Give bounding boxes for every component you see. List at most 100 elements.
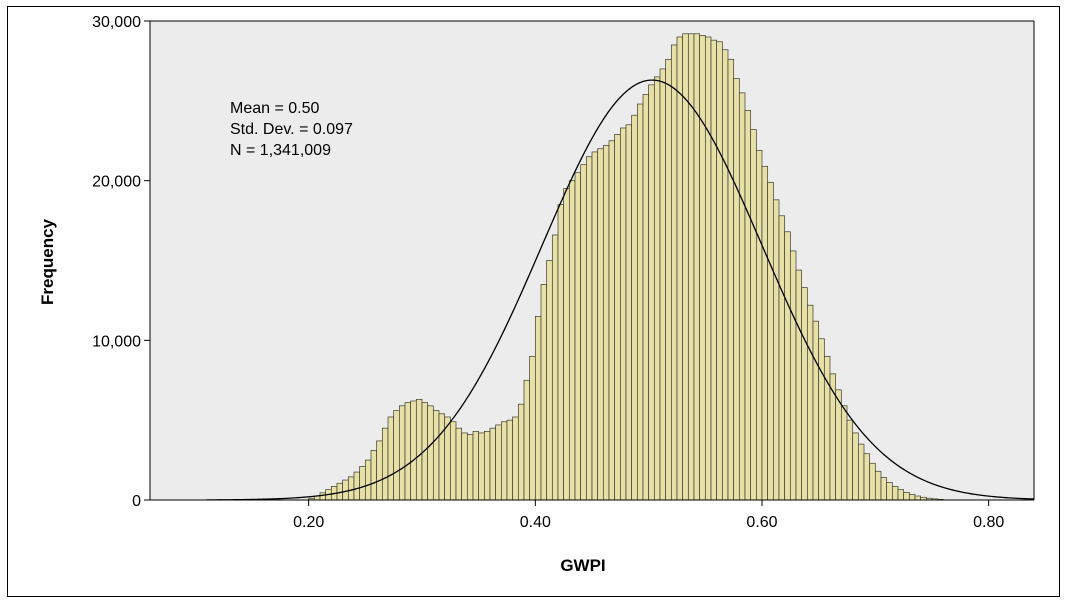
histogram-bar (563, 188, 570, 501)
histogram-bar (608, 140, 616, 501)
histogram-bar (602, 145, 610, 501)
histogram-bar (818, 338, 825, 501)
histogram-bar (517, 403, 525, 501)
histogram-bar (897, 489, 905, 501)
histogram-bar (523, 379, 531, 501)
histogram-bar (449, 421, 457, 501)
histogram-bar (585, 156, 593, 501)
histogram-bar (353, 471, 361, 501)
histogram-bar (347, 476, 355, 501)
histogram-bar (421, 402, 429, 501)
histogram-bar (903, 491, 910, 501)
histogram-bar (597, 148, 604, 501)
histogram-bar (472, 430, 480, 501)
histogram-bar (767, 181, 774, 501)
histogram-bar (580, 164, 587, 501)
histogram-bar (665, 58, 672, 501)
histogram-bar (880, 477, 888, 501)
histogram-bar (455, 427, 463, 501)
histogram-bar (370, 450, 378, 501)
histogram-bar (404, 402, 412, 501)
histogram-bar (840, 405, 848, 501)
histogram-bar (415, 399, 423, 501)
std-dev-label: Std. Dev. = 0.097 (230, 121, 353, 138)
histogram-bar (835, 389, 842, 501)
histogram-bar (568, 180, 576, 501)
histogram-bar (846, 419, 854, 501)
histogram-bar (342, 479, 349, 501)
histogram-bar (755, 149, 763, 501)
histogram-bar (614, 134, 621, 501)
histogram-bar (857, 443, 865, 501)
histogram-bar (393, 410, 400, 501)
histogram-bar (551, 234, 559, 501)
histogram-bar (636, 103, 644, 501)
histogram-bars (308, 33, 944, 501)
histogram-bar (483, 430, 491, 501)
histogram-bar (801, 287, 808, 501)
x-tick-label: 0.40 (520, 514, 551, 531)
y-tick-label: 30,000 (92, 14, 141, 31)
histogram-bar (772, 199, 780, 501)
histogram-bar (410, 400, 417, 501)
x-tick-label: 0.60 (746, 514, 777, 531)
histogram-bar (427, 405, 434, 501)
histogram-bar (478, 432, 485, 501)
y-tick-label: 20,000 (92, 174, 141, 191)
histogram-bar (908, 494, 916, 501)
histogram-bar (625, 124, 633, 501)
x-tick-label: 0.20 (293, 514, 324, 531)
histogram-bar (891, 486, 899, 501)
histogram-bar (534, 316, 542, 501)
histogram-bar (778, 215, 786, 501)
histogram-bar (721, 49, 729, 501)
axes: 0.20 0.40 0.60 0.80 0 10,000 20,000 30,000 (92, 14, 1035, 531)
histogram-bar (874, 470, 882, 501)
histogram-bar (591, 151, 599, 501)
histogram-bar (704, 36, 712, 501)
chart-frame (7, 6, 1060, 597)
histogram-bar (670, 44, 678, 501)
histogram-bar (682, 33, 689, 501)
histogram-bar (631, 114, 638, 501)
histogram-bar (398, 405, 406, 501)
mean-label: Mean = 0.50 (230, 100, 320, 117)
histogram-bar (761, 165, 769, 501)
histogram-bar (784, 231, 791, 501)
histogram-bar (489, 427, 497, 501)
histogram-bar (727, 58, 735, 501)
histogram-bar (738, 92, 746, 501)
y-tick-label: 0 (132, 493, 141, 510)
histogram-bar (829, 373, 837, 501)
histogram-bar (512, 416, 519, 501)
histogram-bar (750, 129, 757, 501)
histogram-bar (529, 355, 536, 501)
histogram-bar (863, 453, 871, 501)
x-tick-label: 0.80 (973, 514, 1004, 531)
histogram-bar (648, 84, 655, 501)
histogram-bar (444, 416, 451, 501)
histogram-bar (852, 432, 859, 501)
histogram-bar (557, 204, 565, 501)
histogram-bar (438, 413, 446, 501)
y-tick-label: 10,000 (92, 333, 141, 350)
histogram-bar (733, 78, 740, 501)
histogram-bar (886, 482, 893, 501)
histogram-bar (466, 434, 474, 501)
histogram-bar (387, 416, 395, 501)
histogram-bar (744, 110, 752, 501)
histogram-bar (642, 94, 650, 501)
histogram-bar (376, 440, 383, 501)
histogram-bar (676, 36, 684, 501)
y-axis-label: Frequency (38, 218, 57, 305)
x-axis-label: GWPI (560, 556, 605, 575)
histogram-bar (653, 76, 661, 501)
histogram-bar (495, 424, 502, 501)
histogram-bar (461, 432, 468, 501)
histogram-bar (699, 35, 706, 501)
histogram-bar (506, 419, 514, 501)
histogram-bar (659, 68, 667, 501)
histogram-bar (359, 466, 366, 501)
histogram-bar (364, 459, 372, 501)
